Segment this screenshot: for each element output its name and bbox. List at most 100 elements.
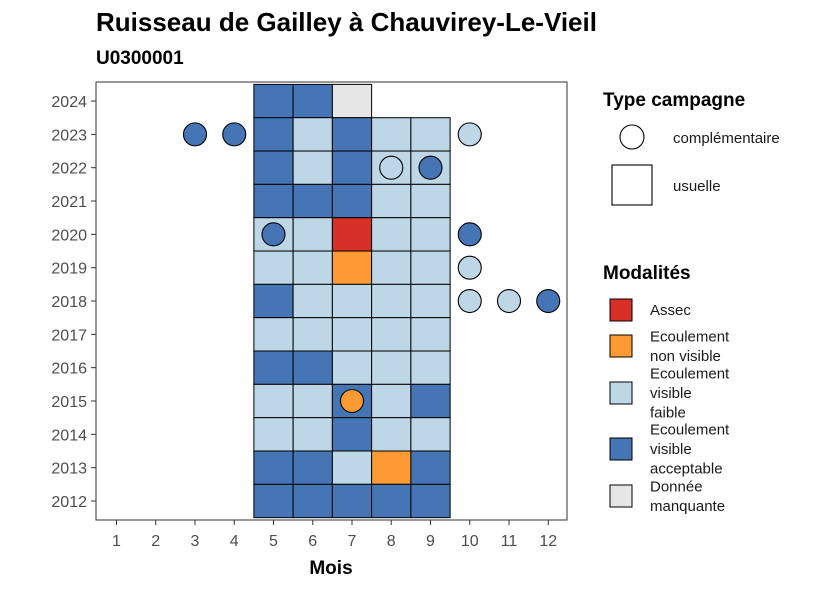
tile-2013-7 (331, 450, 373, 485)
legend-label-line: Ecoulement (650, 366, 730, 383)
x-tick-label-1: 1 (112, 533, 121, 550)
legend-label-assec: Assec (650, 302, 691, 319)
y-tick-label-2012: 2012 (51, 494, 87, 511)
tile-2013-6 (292, 450, 333, 485)
legend-label-line: acceptable (650, 461, 723, 478)
tile-2021-5 (253, 183, 294, 219)
tile-2012-6 (292, 483, 333, 519)
tile-2021-6 (292, 183, 333, 219)
tile-2013-9 (410, 450, 451, 485)
x-tick-label-8: 8 (387, 533, 396, 550)
legend-type-label-complementaire: complémentaire (673, 130, 780, 147)
y-tick-label-2017: 2017 (51, 327, 87, 344)
tile-2017-7 (331, 317, 373, 352)
x-tick-label-12: 12 (539, 533, 557, 550)
x-axis-title: Mois (309, 558, 352, 579)
plot-area (95, 81, 568, 521)
y-axis: 2012 2013 2014 2015 2016 2017 2018 2019 2020 2021… (51, 94, 96, 511)
y-tick-label-2024: 2024 (51, 94, 87, 111)
legend-square-key (611, 164, 653, 206)
tile-2020-7 (331, 217, 373, 252)
legend-label-va: Ecoulement visible acceptable (650, 422, 730, 478)
tile-2016-8 (371, 350, 412, 385)
point-2023-3 (182, 122, 208, 147)
point-2023-10 (457, 122, 482, 147)
legend-type-title: Type campagne (603, 90, 745, 111)
tile-2016-9 (410, 350, 451, 385)
tile-2019-8 (371, 250, 412, 285)
legend-key-nv (609, 334, 633, 358)
tile-2017-9 (410, 317, 451, 352)
tile-2018-6 (292, 283, 333, 319)
point-2023-4 (222, 122, 247, 147)
tile-2021-7 (331, 183, 373, 219)
tile-2024-5 (253, 83, 294, 119)
legend-label-dm: Donnée manquante (650, 478, 725, 515)
tile-2012-5 (253, 483, 294, 519)
tile-2017-6 (292, 317, 333, 352)
point-2020-10 (457, 222, 482, 247)
tile-2022-7 (331, 150, 373, 185)
y-tick-label-2023: 2023 (51, 127, 87, 144)
legend-key-vf (609, 381, 633, 405)
legend-label-line: Ecoulement (650, 328, 730, 345)
legend-label-line: Assec (650, 302, 691, 319)
tile-2019-5 (253, 250, 294, 285)
legend-label-line: manquante (650, 498, 725, 515)
x-tick-label-11: 11 (501, 533, 518, 550)
tile-2019-7 (331, 250, 373, 285)
tile-2014-9 (410, 417, 451, 452)
tile-2018-8 (371, 283, 412, 319)
legend-label-line: Ecoulement (650, 422, 730, 439)
x-axis: 1 2 3 4 5 6 7 8 9 10 11 12 (112, 520, 557, 550)
x-tick-label-4: 4 (230, 533, 239, 550)
tile-2016-7 (331, 350, 373, 385)
x-tick-label-3: 3 (191, 533, 200, 550)
tile-2013-5 (253, 450, 294, 485)
tile-2024-7 (331, 83, 373, 119)
usuelle-tiles (253, 83, 451, 519)
tile-2014-8 (371, 417, 412, 452)
y-tick-label-2016: 2016 (51, 361, 87, 378)
x-tick-label-5: 5 (269, 533, 278, 550)
chart-title: Ruisseau de Gailley à Chauvirey-Le-Vieil (96, 7, 597, 37)
tile-2012-9 (410, 483, 451, 519)
complementaire-points (182, 122, 561, 414)
tile-2023-6 (292, 117, 333, 152)
x-tick-label-10: 10 (461, 533, 479, 550)
tile-2022-5 (253, 150, 294, 185)
tile-2013-8 (371, 450, 412, 485)
tile-2020-8 (371, 217, 412, 252)
legend-label-line: non visible (650, 348, 721, 365)
tile-2023-8 (371, 117, 412, 152)
y-tick-label-2015: 2015 (51, 394, 87, 411)
tile-2016-5 (253, 350, 294, 385)
legend-label-vf: Ecoulement visible faible (650, 366, 730, 422)
tile-2018-7 (331, 283, 373, 319)
y-tick-label-2014: 2014 (51, 427, 87, 444)
point-2019-10 (457, 255, 482, 280)
tile-2019-9 (410, 250, 451, 285)
legend-modalites-title: Modalités (603, 263, 691, 284)
tile-2022-6 (292, 150, 333, 185)
tile-2018-5 (253, 283, 294, 319)
y-tick-label-2013: 2013 (51, 461, 87, 478)
tile-2014-7 (331, 417, 373, 452)
tile-2016-6 (292, 350, 333, 385)
tile-2020-9 (410, 217, 451, 252)
point-2022-8 (379, 155, 404, 180)
tile-2018-9 (410, 283, 451, 319)
tile-2017-5 (253, 317, 294, 352)
tile-2019-6 (292, 250, 333, 285)
legend-label-line: faible (650, 405, 686, 422)
legend-label-line: Donnée (650, 478, 703, 495)
tile-2015-9 (410, 383, 451, 419)
legend-key-assec (609, 298, 633, 322)
chart-subtitle: U0300001 (96, 48, 184, 69)
legend-label-line: visible (650, 385, 692, 402)
x-tick-label-9: 9 (426, 533, 435, 550)
tile-2014-5 (253, 417, 294, 452)
point-2018-12 (536, 288, 561, 314)
x-tick-label-7: 7 (348, 533, 357, 550)
